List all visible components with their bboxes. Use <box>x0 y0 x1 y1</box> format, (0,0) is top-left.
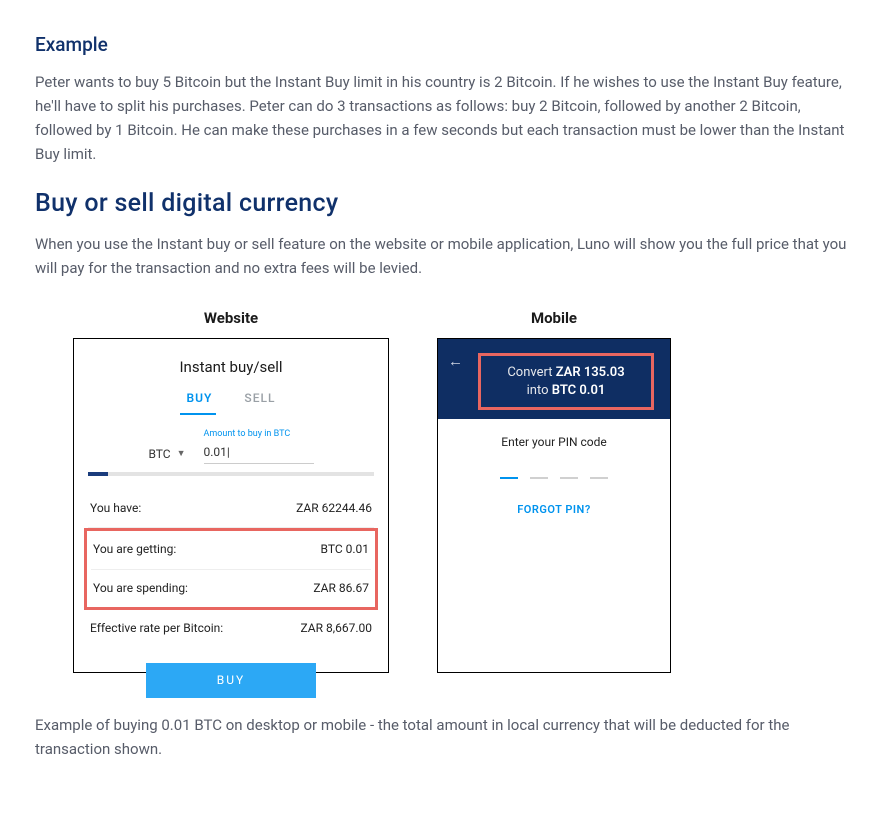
convert-box: Convert ZAR 135.03 into BTC 0.01 <box>478 353 654 410</box>
amount-field-box: Amount to buy in BTC 0.01| <box>204 427 314 465</box>
chevron-down-icon: ▼ <box>177 447 186 461</box>
section-intro: When you use the Instant buy or sell fea… <box>35 232 860 280</box>
mobile-body: Enter your PIN code FORGOT PIN? <box>438 419 670 672</box>
you-spend-value: ZAR 86.67 <box>313 579 369 598</box>
pin-dashes[interactable] <box>500 477 608 479</box>
website-column-title: Website <box>204 306 258 330</box>
example-text: Peter wants to buy 5 Bitcoin but the Ins… <box>35 70 860 166</box>
currency-select[interactable]: BTC ▼ <box>148 445 185 464</box>
convert-btc: BTC 0.01 <box>552 383 606 398</box>
rate-value: ZAR 8,667.00 <box>301 619 372 638</box>
progress-fill <box>88 472 108 476</box>
pin-dash-1 <box>500 477 518 479</box>
row-you-get: You are getting: BTC 0.01 <box>91 531 371 569</box>
amount-label: Amount to buy in BTC <box>204 427 291 441</box>
instant-buy-title: Instant buy/sell <box>88 355 374 379</box>
buy-button[interactable]: BUY <box>146 663 316 698</box>
row-you-have: You have: ZAR 62244.46 <box>88 490 374 528</box>
highlighted-rows: You are getting: BTC 0.01 You are spendi… <box>84 528 378 609</box>
pin-dash-3 <box>560 477 578 479</box>
website-screenshot: Instant buy/sell BUY SELL BTC ▼ Amount t… <box>73 338 389 673</box>
screenshot-row: Website Instant buy/sell BUY SELL BTC ▼ … <box>35 306 860 673</box>
tabs: BUY SELL <box>88 389 374 408</box>
amount-input[interactable]: 0.01| <box>204 443 314 464</box>
website-column: Website Instant buy/sell BUY SELL BTC ▼ … <box>73 306 389 673</box>
rate-label: Effective rate per Bitcoin: <box>90 619 223 638</box>
tab-underline <box>180 413 216 415</box>
row-rate: Effective rate per Bitcoin: ZAR 8,667.00 <box>88 610 374 647</box>
convert-prefix: Convert <box>507 365 555 380</box>
pin-dash-2 <box>530 477 548 479</box>
forgot-pin-link[interactable]: FORGOT PIN? <box>517 501 591 519</box>
you-spend-label: You are spending: <box>93 579 188 598</box>
section-heading: Buy or sell digital currency <box>35 184 860 224</box>
pin-label: Enter your PIN code <box>501 433 607 452</box>
tab-sell[interactable]: SELL <box>244 389 275 408</box>
tab-buy[interactable]: BUY <box>187 389 213 408</box>
caption-text: Example of buying 0.01 BTC on desktop or… <box>35 713 860 761</box>
amount-row: BTC ▼ Amount to buy in BTC 0.01| <box>88 427 374 465</box>
mobile-screenshot: ← Convert ZAR 135.03 into BTC 0.01 Enter… <box>437 338 671 673</box>
you-have-value: ZAR 62244.46 <box>296 499 372 518</box>
you-get-label: You are getting: <box>93 540 176 559</box>
back-icon[interactable]: ← <box>448 349 463 373</box>
pin-dash-4 <box>590 477 608 479</box>
mobile-column: Mobile ← Convert ZAR 135.03 into BTC 0.0… <box>437 306 671 673</box>
example-heading: Example <box>35 30 860 60</box>
convert-mid: into <box>527 383 552 398</box>
you-get-value: BTC 0.01 <box>321 540 370 559</box>
convert-zar: ZAR 135.03 <box>556 365 625 380</box>
mobile-column-title: Mobile <box>531 306 577 330</box>
progress-bar <box>88 472 374 476</box>
mobile-header: ← Convert ZAR 135.03 into BTC 0.01 <box>438 339 670 419</box>
you-have-label: You have: <box>90 499 141 518</box>
row-you-spend: You are spending: ZAR 86.67 <box>91 570 371 607</box>
currency-select-label: BTC <box>148 445 170 464</box>
